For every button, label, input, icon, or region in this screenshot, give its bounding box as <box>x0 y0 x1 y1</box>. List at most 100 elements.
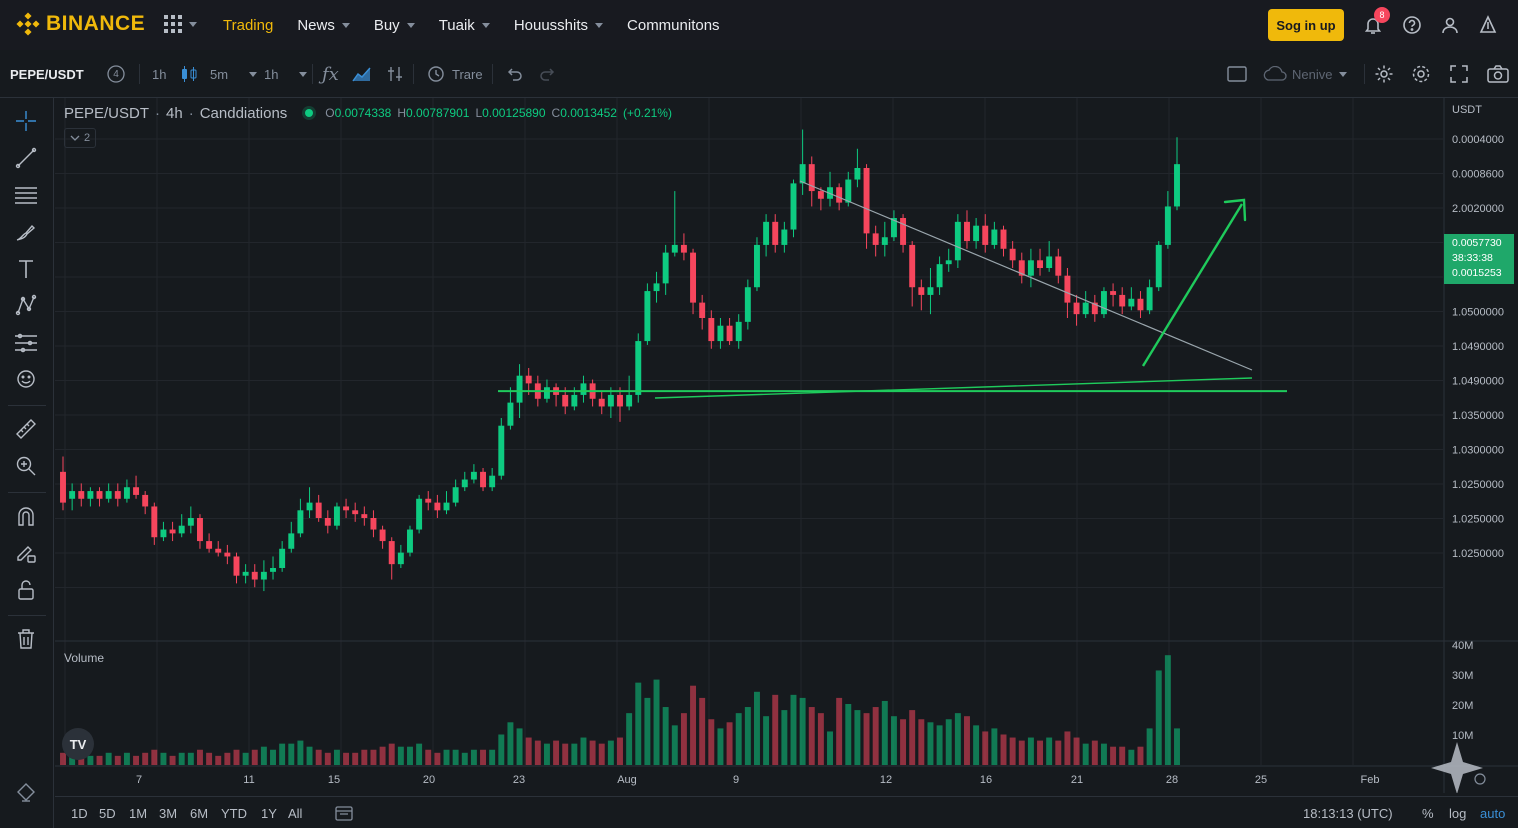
trend-line-icon[interactable] <box>13 145 39 171</box>
text-tool-icon[interactable] <box>13 256 39 282</box>
horizontal-lines-icon[interactable] <box>13 182 39 208</box>
nav-item-buy[interactable]: Buy <box>374 17 415 34</box>
range-6m[interactable]: 6M <box>190 805 209 821</box>
date-range-icon[interactable] <box>335 797 353 828</box>
volume-bar <box>936 725 943 765</box>
fib-tool-icon[interactable] <box>13 330 39 356</box>
brush-icon[interactable] <box>13 220 39 246</box>
legend-collapse-button[interactable]: 2 <box>64 128 96 148</box>
trade-button[interactable]: Trare <box>426 50 483 98</box>
volume-bar <box>288 743 295 765</box>
range-1y[interactable]: 1Y <box>261 805 277 821</box>
candle-body <box>407 529 413 553</box>
fullscreen-icon[interactable] <box>1450 50 1468 98</box>
range-1m[interactable]: 1M <box>129 805 148 821</box>
layout-select[interactable]: Nenive <box>1262 50 1348 98</box>
emoji-icon[interactable] <box>13 366 39 392</box>
range-1d[interactable]: 1D <box>71 805 88 821</box>
percent-toggle[interactable]: % <box>1422 805 1434 821</box>
volume-bar <box>653 679 660 765</box>
chart-settings-icon[interactable] <box>1411 50 1431 98</box>
lock-drawing-icon[interactable] <box>13 540 39 566</box>
close-label: C <box>551 106 561 120</box>
user-icon[interactable] <box>1439 14 1461 36</box>
candle-body <box>114 491 121 499</box>
candle-body <box>571 394 578 407</box>
range-ytd[interactable]: YTD <box>221 805 247 821</box>
candle-body <box>151 506 158 538</box>
volume-bar <box>772 694 779 765</box>
binance-logo[interactable]: BINANCE <box>16 12 145 36</box>
help-icon[interactable] <box>1401 14 1423 36</box>
ruler-icon[interactable] <box>13 416 39 442</box>
favorites-icon[interactable] <box>13 780 39 806</box>
interval-1h-alt[interactable]: 1h <box>264 66 279 82</box>
nav-item-tuaik[interactable]: Tuaik <box>439 17 490 34</box>
auto-toggle[interactable]: auto <box>1480 805 1506 821</box>
high-value: 0.00787901 <box>406 106 470 120</box>
alerts-button[interactable]: 4 <box>106 50 126 98</box>
volume-bar <box>1174 728 1180 765</box>
crosshair-icon[interactable] <box>13 108 39 134</box>
layout-toggle-icon[interactable] <box>1227 50 1247 98</box>
apps-menu[interactable] <box>164 15 197 33</box>
settings-icon[interactable] <box>1374 50 1394 98</box>
volume-bar <box>726 722 733 765</box>
price-chart[interactable]: USDT0.00040000.00086002.00200001.0550000… <box>55 98 1518 793</box>
sign-in-button[interactable]: Sog in up <box>1268 9 1344 41</box>
volume-bar <box>242 752 249 765</box>
utc-clock[interactable]: 18:13:13 (UTC) <box>1303 805 1393 821</box>
nav-item-news[interactable]: News <box>297 17 350 34</box>
candle-body <box>799 164 806 184</box>
nav-item-communitons[interactable]: Communitons <box>627 17 720 34</box>
current-price-label: 0.0015253 <box>1452 267 1502 279</box>
download-icon[interactable] <box>1477 14 1499 36</box>
redo-icon[interactable] <box>539 50 557 98</box>
chart-toolbar: PEPE/USDT 4 1h 5m 1h ƒx Trare Nenive <box>0 50 1518 98</box>
interval-dropdown[interactable] <box>242 50 257 98</box>
divider <box>492 64 493 84</box>
symbol-selector[interactable]: PEPE/USDT <box>10 66 84 82</box>
log-toggle[interactable]: log <box>1449 805 1467 821</box>
interval-1h[interactable]: 1h <box>152 66 167 82</box>
camera-icon[interactable] <box>1487 50 1509 98</box>
undo-icon[interactable] <box>505 50 523 98</box>
magnet-icon[interactable] <box>13 503 39 529</box>
chart-type-button[interactable] <box>352 50 372 98</box>
candle-body <box>470 471 477 480</box>
indicators-icon[interactable]: ƒx <box>322 63 339 85</box>
volume-bar <box>1000 734 1007 765</box>
candle-body <box>169 529 176 534</box>
zoom-in-icon[interactable] <box>13 453 39 479</box>
volume-bar <box>224 752 231 765</box>
tradingview-logo[interactable]: TV <box>62 728 94 760</box>
candle-body <box>735 321 742 342</box>
interval-dropdown-alt[interactable] <box>292 50 307 98</box>
candle-body <box>671 244 678 253</box>
volume-bar <box>388 743 395 765</box>
volume-bar <box>735 713 742 765</box>
candle-body <box>516 375 523 403</box>
candle-body <box>489 475 496 488</box>
chevron-down-icon <box>406 22 415 28</box>
candle-style-button[interactable] <box>180 50 198 98</box>
compare-button[interactable] <box>386 50 404 98</box>
interval-5m[interactable]: 5m <box>210 66 229 82</box>
volume-bar <box>964 716 970 765</box>
trash-icon[interactable] <box>13 626 39 652</box>
nav-item-houusshits[interactable]: Houusshits <box>514 17 604 34</box>
time-tick-label: 15 <box>328 774 340 786</box>
range-all[interactable]: All <box>288 805 303 821</box>
candle-body <box>900 218 907 245</box>
range-3m[interactable]: 3M <box>159 805 178 821</box>
time-tick-label: 28 <box>1166 774 1178 786</box>
pattern-tool-icon[interactable] <box>13 292 39 318</box>
sparkle-icon <box>1431 742 1483 793</box>
candle-body <box>233 556 240 576</box>
unlock-icon[interactable] <box>13 577 39 603</box>
volume-bar <box>854 710 861 765</box>
volume-bar <box>927 722 934 765</box>
volume-bar <box>1064 731 1071 765</box>
range-5d[interactable]: 5D <box>99 805 116 821</box>
nav-item-trading[interactable]: Trading <box>223 17 273 34</box>
